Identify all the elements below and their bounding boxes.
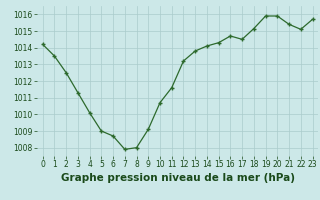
X-axis label: Graphe pression niveau de la mer (hPa): Graphe pression niveau de la mer (hPa) — [60, 173, 295, 183]
